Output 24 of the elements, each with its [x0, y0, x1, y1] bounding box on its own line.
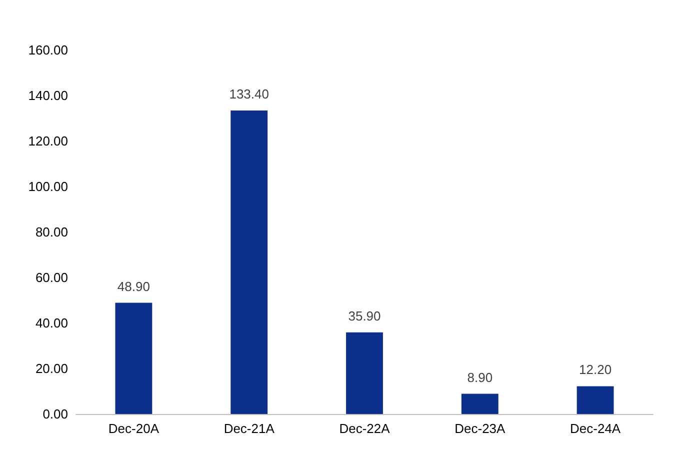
y-tick-label: 0.00 — [42, 406, 68, 422]
y-tick-label: 120.00 — [28, 134, 68, 148]
x-tick-label: Dec-24A — [570, 421, 621, 436]
x-tick-label: Dec-20A — [108, 421, 160, 436]
bar — [576, 386, 614, 414]
bar — [230, 110, 268, 414]
data-label: 12.20 — [579, 362, 612, 378]
x-tick-label: Dec-21A — [224, 421, 275, 436]
y-tick-label: 100.00 — [28, 179, 68, 194]
y-tick-label: 60.00 — [35, 270, 68, 285]
x-tick-label: Dec-22A — [339, 421, 390, 436]
y-tick-label: 160.00 — [28, 42, 68, 58]
bar — [115, 302, 152, 414]
y-tick-label: 20.00 — [35, 361, 68, 376]
x-tick-label: Dec-23A — [454, 421, 506, 436]
data-label: 48.90 — [117, 278, 150, 294]
y-tick-label: 140.00 — [28, 88, 68, 103]
data-label: 133.40 — [229, 86, 269, 102]
bar — [461, 394, 498, 414]
y-tick-label: 80.00 — [35, 224, 68, 240]
y-tick-label: 40.00 — [35, 316, 68, 330]
data-label: 35.90 — [348, 308, 381, 324]
bar — [346, 332, 383, 414]
data-label: 8.90 — [467, 370, 493, 385]
